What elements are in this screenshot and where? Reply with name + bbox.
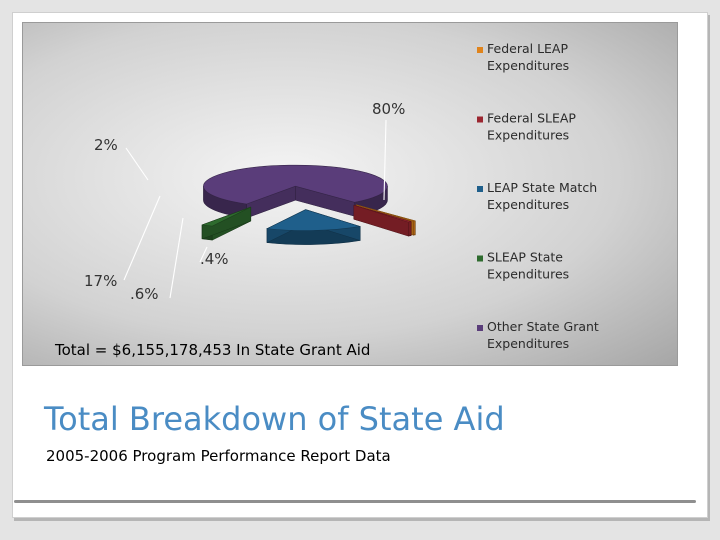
total-aid-label: Total = $6,155,178,453 In State Grant Ai… — [55, 341, 371, 359]
leader-line-2 — [123, 195, 161, 281]
legend-label-1: Federal SLEAP Expenditures — [487, 111, 576, 143]
data-label-1: .6% — [130, 285, 159, 303]
slide-title: Total Breakdown of State Aid — [44, 400, 505, 438]
slice-2-top — [265, 209, 361, 231]
slide-bottom-rule — [14, 500, 696, 503]
legend-swatch-1 — [477, 116, 483, 123]
slice-3-top — [201, 206, 251, 227]
leader-line-1 — [169, 217, 184, 299]
legend-swatch-4 — [477, 325, 483, 331]
legend-label-4: Other State Grant Expenditures — [487, 319, 599, 351]
slide-subtitle: 2005-2006 Program Performance Report Dat… — [46, 447, 391, 465]
legend-swatch-0 — [477, 47, 483, 53]
data-label-2: 17% — [84, 272, 117, 290]
data-label-4: 80% — [372, 100, 405, 118]
slice-0-top — [356, 204, 416, 222]
legend-swatch-3 — [477, 255, 483, 262]
leader-line-4 — [383, 119, 387, 201]
data-label-0: .4% — [200, 250, 229, 268]
legend-label-2: LEAP State Match Expenditures — [487, 180, 597, 212]
slice-4-top — [203, 164, 388, 205]
leader-line-3 — [125, 147, 149, 181]
leader-line-0 — [199, 246, 208, 263]
slice-1-top — [353, 204, 412, 223]
data-label-3: 2% — [94, 136, 118, 154]
slice-1-face-1 — [353, 204, 409, 237]
legend-label-0: Federal LEAP Expenditures — [487, 41, 569, 73]
legend-swatch-2 — [477, 186, 483, 192]
legend-label-3: SLEAP State Expenditures — [487, 250, 569, 282]
